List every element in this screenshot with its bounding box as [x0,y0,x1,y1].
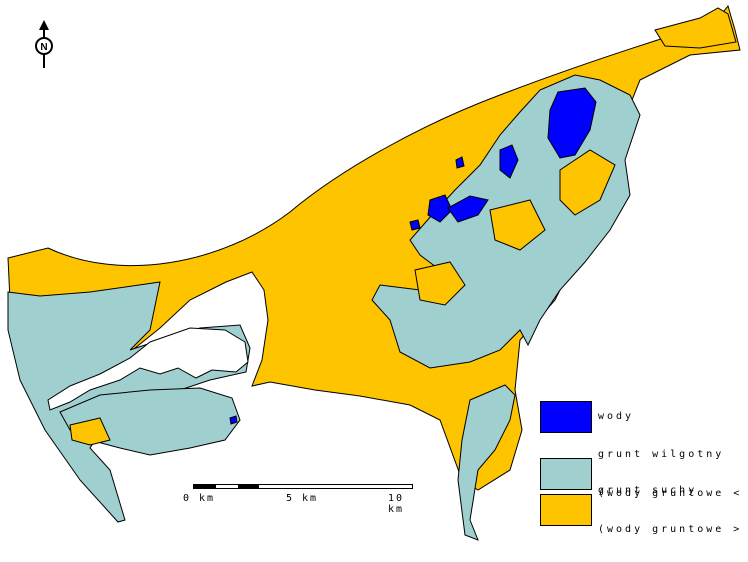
scale-label-5: 5 km [286,493,319,504]
scale-bar: 0 km 5 km 10 km [183,481,419,515]
wet-ground-southeast [457,384,516,541]
legend-dry-line2: (wody gruntowe > 1m) [598,524,743,535]
lake-chain-2 [447,195,489,223]
lake-small-1 [455,156,465,169]
legend-item-dry: grunt suchy (wody gruntowe > 1m) [540,458,748,562]
scale-label-10: 10 km [388,493,405,515]
dry-pocket-2 [489,199,546,251]
legend-dry-line1: grunt suchy [598,485,698,496]
north-arrow-icon: N [35,20,53,68]
lake-small-3 [229,415,238,425]
legend-water-line1: wody [598,411,635,422]
scale-label-0: 0 km [183,493,216,504]
lake-small-2 [409,219,421,231]
wet-swatch [540,458,592,490]
lake-large [547,87,597,159]
north-label: N [40,42,47,53]
legend-wet-line1: grunt wilgotny [598,449,725,460]
scale-bar-graphic [193,484,413,489]
water-swatch [540,400,592,433]
dry-spit-tip [654,7,737,49]
legend-wet-line2: (wody gruntowe < 1m) [598,488,743,499]
lake-chain-3 [499,144,519,179]
legend-item-water: wody [540,384,652,449]
dry-pocket-3 [414,261,466,306]
legend-item-wet: grunt wilgotny (wody gruntowe < 1m) [540,422,748,526]
legend-label-water: wody [598,384,652,449]
dry-pocket-4 [69,417,111,446]
lake-chain-1 [427,194,453,223]
map-canvas: N [7,4,741,541]
dry-pocket-1 [559,149,616,216]
legend-label-dry: grunt suchy (wody gruntowe > 1m) [598,458,748,562]
lagoon [47,327,249,411]
legend-label-wet: grunt wilgotny (wody gruntowe < 1m) [598,422,748,526]
dry-swatch [540,494,592,526]
